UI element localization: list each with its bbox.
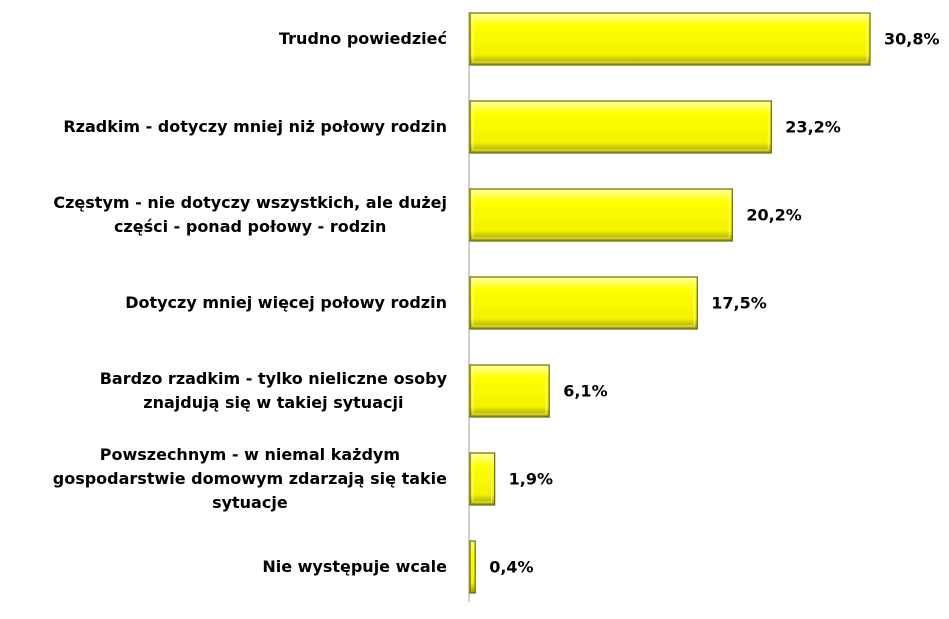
category-label: Dotyczy mniej więcej połowy rodzin (125, 293, 447, 312)
category-label: Trudno powiedzieć (279, 29, 447, 48)
data-label: 1,9% (508, 469, 554, 489)
bar-bevel (472, 455, 493, 503)
data-label: 17,5% (711, 293, 767, 313)
bar (469, 100, 772, 154)
bar-bevel (472, 279, 695, 327)
data-label: 30,8% (884, 29, 940, 49)
data-label: 20,2% (746, 205, 802, 225)
bar (469, 540, 476, 594)
category-label: Bardzo rzadkim - tylko nieliczne osoby z… (99, 369, 447, 412)
category-label: Powszechnym - w niemal każdym gospodarst… (52, 445, 447, 512)
category-label: Częstym - nie dotyczy wszystkich, ale du… (53, 193, 447, 236)
category-label: Rzadkim - dotyczy mniej niż połowy rodzi… (63, 117, 447, 136)
data-label: 23,2% (785, 117, 841, 137)
bar-bevel (472, 367, 547, 415)
category-label: Nie występuje wcale (262, 557, 447, 576)
bar (469, 364, 550, 418)
bar-bevel (472, 15, 868, 63)
data-label: 6,1% (563, 381, 608, 401)
bar (469, 12, 871, 66)
bar (469, 276, 698, 330)
bar (469, 188, 733, 242)
bar-bevel (472, 191, 730, 239)
bar (469, 452, 496, 506)
bar-bevel (472, 103, 769, 151)
data-label: 0,4% (489, 557, 534, 577)
